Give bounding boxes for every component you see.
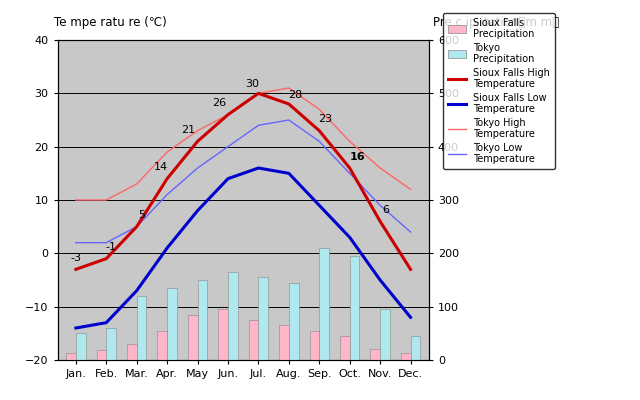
Text: 28: 28 [288, 90, 302, 100]
Bar [349, 256, 360, 360]
Bar [289, 283, 299, 360]
Text: -1: -1 [106, 242, 116, 252]
Text: Pre c ip itation（m m）: Pre c ip itation（m m） [433, 16, 559, 29]
Bar [198, 280, 207, 360]
Text: 14: 14 [154, 162, 168, 172]
Bar [259, 277, 268, 360]
Text: 5: 5 [138, 210, 145, 220]
Text: 23: 23 [318, 114, 332, 124]
Bar [410, 336, 420, 360]
Bar [97, 350, 106, 360]
Text: 6: 6 [383, 205, 390, 215]
Text: 16: 16 [349, 152, 365, 162]
Bar [66, 353, 76, 360]
Text: 21: 21 [181, 125, 195, 135]
Bar [371, 349, 380, 360]
Bar [249, 320, 259, 360]
Text: 30: 30 [245, 79, 259, 89]
Bar [167, 288, 177, 360]
Bar [137, 296, 147, 360]
Bar [228, 272, 237, 360]
Bar [310, 331, 319, 360]
Bar [340, 336, 349, 360]
Bar [319, 248, 329, 360]
Text: -3: -3 [70, 253, 81, 263]
Bar [127, 344, 137, 360]
Text: 26: 26 [212, 98, 226, 108]
Bar [218, 309, 228, 360]
Bar [157, 331, 167, 360]
Bar [188, 315, 198, 360]
Bar [401, 353, 410, 360]
Legend: Sioux Falls
Precipitation, Tokyo
Precipitation, Sioux Falls High
Temperature, Si: Sioux Falls Precipitation, Tokyo Precipi… [444, 13, 555, 169]
Bar [106, 328, 116, 360]
Text: Te mpe ratu re (℃): Te mpe ratu re (℃) [54, 16, 166, 29]
Bar [76, 333, 86, 360]
Bar [279, 325, 289, 360]
Bar [380, 309, 390, 360]
